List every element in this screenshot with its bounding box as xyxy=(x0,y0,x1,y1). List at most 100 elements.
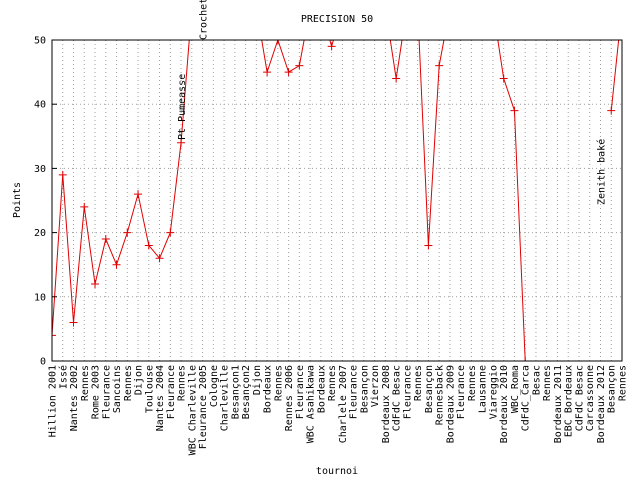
x-tick-label: Rennes xyxy=(123,365,134,401)
x-tick-label: Besançon xyxy=(359,365,370,413)
point-marker xyxy=(618,4,626,12)
x-tick-label: WBC_Roma xyxy=(510,365,521,413)
y-axis-title: Points xyxy=(12,182,23,218)
point-marker xyxy=(284,68,293,77)
x-tick-label: Bordeaux 2009 xyxy=(445,365,456,443)
x-tick-label: Carcassonne xyxy=(585,365,596,431)
x-tick-label: EBC Bordeaux xyxy=(564,365,575,437)
x-tick-label: Rennes xyxy=(273,365,284,401)
x-tick-label: Viareggio xyxy=(488,365,499,419)
point-marker xyxy=(392,74,401,83)
x-tick-label: Nantes 2004 xyxy=(155,365,166,431)
point-marker xyxy=(123,228,132,237)
plot xyxy=(52,4,626,361)
x-tick-label: Cologne xyxy=(209,365,220,407)
x-tick-label: Besançon xyxy=(607,365,618,413)
point-marker xyxy=(478,4,486,12)
x-tick-label: Rennes xyxy=(618,365,629,401)
x-tick-label: Dijon xyxy=(252,365,263,395)
annotation: Zenith baké xyxy=(595,139,607,205)
x-tick-label: Bordeaux 2011 xyxy=(553,365,564,443)
x-tick-label: CdFdC Besac xyxy=(392,365,403,431)
point-marker xyxy=(134,190,143,199)
x-tick-label: Bordeaux 2010 xyxy=(499,365,510,443)
x-axis-title: tournoi xyxy=(316,466,358,477)
point-marker xyxy=(510,106,519,115)
y-tick-label: 10 xyxy=(34,292,46,303)
x-tick-label: WBC Charleville xyxy=(187,365,198,455)
point-marker xyxy=(446,4,454,12)
x-tick-label: Rennes xyxy=(327,365,338,401)
x-tick-label: Toulouse xyxy=(144,365,155,413)
point-marker xyxy=(403,4,411,12)
x-tick-label: Fleurance xyxy=(166,365,177,419)
point-marker xyxy=(349,4,357,12)
x-tick-label: Besançon2 xyxy=(241,365,252,419)
point-marker xyxy=(188,4,196,12)
annotation: Crochet xyxy=(199,0,210,40)
x-tick-label: WBC Asahikawa xyxy=(306,365,317,443)
point-marker xyxy=(338,4,346,12)
x-tick-label: Fleurance xyxy=(101,365,112,419)
y-tick-label: 50 xyxy=(34,36,46,47)
point-marker xyxy=(155,254,164,263)
point-marker xyxy=(220,4,228,12)
y-tick-label: 30 xyxy=(34,164,46,175)
point-marker xyxy=(177,138,186,147)
x-tick-label: Fleurance xyxy=(295,365,306,419)
x-tick-label: Dijon xyxy=(134,365,145,395)
point-marker xyxy=(273,40,282,44)
x-tick-label: Hillion 2001 xyxy=(48,365,59,437)
point-marker xyxy=(381,4,389,12)
point-marker xyxy=(435,61,444,70)
point-marker xyxy=(101,235,110,244)
x-tick-label: Vierzon xyxy=(370,365,381,407)
x-tick-label: CdFdC Besac xyxy=(574,365,585,431)
point-marker xyxy=(521,357,530,361)
point-marker xyxy=(209,4,217,12)
point-marker xyxy=(263,68,272,77)
annotation: Pt Pumeasse xyxy=(177,74,188,140)
x-tick-label: Rennes xyxy=(467,365,478,401)
x-tick-label: Besançon xyxy=(424,365,435,413)
chart-title: PRECISION 50 xyxy=(301,14,373,25)
x-tick-label: Bordeaux 2008 xyxy=(381,365,392,443)
x-tick-label: Bordeaux xyxy=(316,365,327,413)
point-marker xyxy=(80,202,89,211)
point-marker xyxy=(295,61,304,70)
x-tick-label: Bordeaux 2012 xyxy=(596,365,607,443)
x-tick-label: Rome 2003 xyxy=(91,365,102,419)
point-marker xyxy=(252,4,260,12)
point-marker xyxy=(242,4,250,12)
point-marker xyxy=(52,331,56,340)
y-tick-label: 0 xyxy=(40,357,46,368)
x-tick-label: Fleurance 2005 xyxy=(198,365,209,449)
point-marker xyxy=(327,42,336,51)
point-marker xyxy=(371,4,379,12)
x-tick-label: Rennesback xyxy=(435,365,446,425)
point-marker xyxy=(144,241,153,250)
point-marker xyxy=(91,279,100,288)
x-tick-label: Lausanne xyxy=(478,365,489,413)
x-tick-label: Charlele 2007 xyxy=(338,365,349,443)
grid xyxy=(51,39,623,362)
x-tick-label: Bordeaux xyxy=(263,365,274,413)
x-tick-label: Nantes 2002 xyxy=(69,365,80,431)
x-tick-label: Rennes xyxy=(80,365,91,401)
point-marker xyxy=(306,4,314,12)
x-tick-label: Fleurance xyxy=(402,365,413,419)
point-marker xyxy=(166,228,175,237)
x-tick-label: Fleurance xyxy=(456,365,467,419)
point-marker xyxy=(112,260,121,269)
point-marker xyxy=(231,4,239,12)
point-marker xyxy=(317,4,325,12)
x-tick-label: Issé xyxy=(57,365,69,389)
x-tick-label: Sancoins xyxy=(112,365,123,413)
x-tick-label: Fleurance xyxy=(349,365,360,419)
point-marker xyxy=(467,4,475,12)
point-marker xyxy=(424,241,433,250)
x-tick-label: Charleville xyxy=(220,365,231,431)
point-marker xyxy=(58,170,67,179)
point-marker xyxy=(499,74,508,83)
